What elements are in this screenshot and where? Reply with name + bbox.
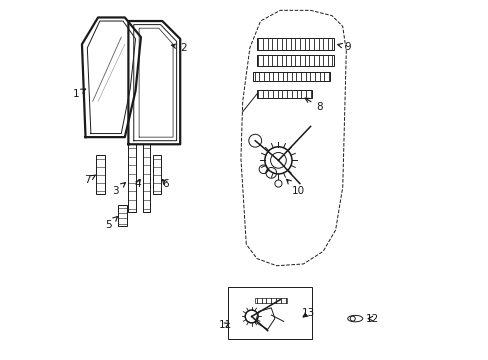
Text: 7: 7 xyxy=(84,175,96,185)
Bar xyxy=(257,55,333,66)
Text: 5: 5 xyxy=(105,217,117,230)
Text: 12: 12 xyxy=(365,314,378,324)
Text: 3: 3 xyxy=(112,183,125,196)
Bar xyxy=(96,155,105,194)
Bar xyxy=(257,90,312,98)
Bar xyxy=(253,72,329,81)
Text: 9: 9 xyxy=(337,42,351,52)
Text: 4: 4 xyxy=(134,179,141,189)
Bar xyxy=(118,205,126,226)
Bar xyxy=(153,155,160,194)
Bar xyxy=(257,38,333,50)
Bar xyxy=(255,297,287,303)
Text: 13: 13 xyxy=(302,308,315,318)
Text: 1: 1 xyxy=(72,89,85,99)
Text: 8: 8 xyxy=(305,98,322,112)
Text: 2: 2 xyxy=(171,43,187,53)
Text: 10: 10 xyxy=(286,179,304,196)
Bar xyxy=(128,144,135,212)
Text: 11: 11 xyxy=(219,320,232,330)
Bar xyxy=(228,287,312,339)
Text: 6: 6 xyxy=(162,179,169,189)
Bar xyxy=(142,144,149,212)
